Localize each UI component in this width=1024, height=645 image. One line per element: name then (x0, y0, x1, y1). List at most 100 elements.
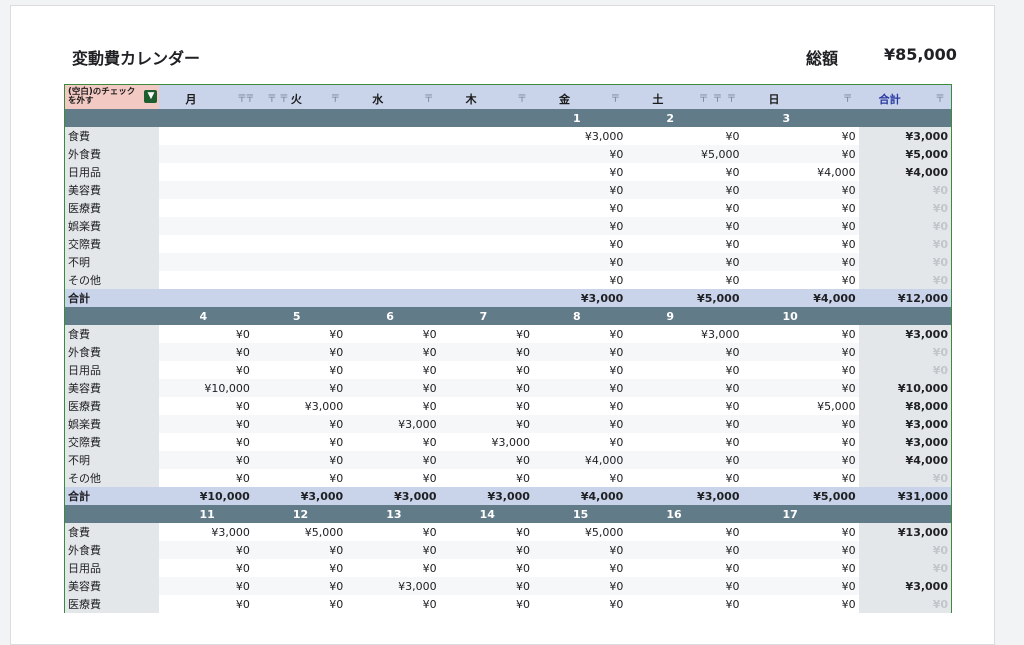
amount-cell[interactable] (439, 163, 533, 181)
amount-cell[interactable] (159, 181, 253, 199)
category-total-cell[interactable]: ¥3,000 (858, 577, 951, 595)
week-total-cell[interactable]: ¥3,000 (346, 487, 440, 505)
amount-cell[interactable]: ¥3,000 (252, 397, 347, 415)
category-total-cell[interactable]: ¥0 (858, 343, 951, 361)
amount-cell[interactable]: ¥0 (626, 469, 743, 487)
amount-cell[interactable]: ¥0 (346, 361, 440, 379)
amount-cell[interactable] (346, 145, 440, 163)
amount-cell[interactable]: ¥5,000 (742, 397, 859, 415)
amount-cell[interactable] (439, 271, 533, 289)
header-day-5[interactable]: 土〒〒〒 (626, 85, 743, 109)
amount-cell[interactable] (439, 235, 533, 253)
amount-cell[interactable] (346, 127, 440, 145)
week-total-cell[interactable]: ¥10,000 (159, 487, 253, 505)
amount-cell[interactable]: ¥0 (626, 577, 743, 595)
amount-cell[interactable]: ¥0 (439, 595, 533, 613)
amount-cell[interactable]: ¥0 (252, 343, 347, 361)
amount-cell[interactable]: ¥0 (626, 433, 743, 451)
amount-cell[interactable]: ¥0 (532, 559, 627, 577)
amount-cell[interactable]: ¥0 (252, 433, 347, 451)
category-total-cell[interactable]: ¥0 (858, 361, 951, 379)
amount-cell[interactable] (252, 271, 347, 289)
category-total-cell[interactable]: ¥0 (858, 469, 951, 487)
category-total-cell[interactable]: ¥3,000 (858, 127, 951, 145)
amount-cell[interactable] (439, 217, 533, 235)
amount-cell[interactable]: ¥0 (626, 163, 743, 181)
amount-cell[interactable] (159, 145, 253, 163)
header-day-6[interactable]: 日〒 (742, 85, 859, 109)
amount-cell[interactable] (439, 199, 533, 217)
column-filter-icon[interactable]: 〒 (278, 94, 289, 105)
date-number[interactable]: 17 (742, 505, 859, 523)
amount-cell[interactable]: ¥0 (626, 127, 743, 145)
amount-cell[interactable]: ¥0 (252, 595, 347, 613)
header-day-3[interactable]: 木〒 (439, 85, 533, 109)
amount-cell[interactable]: ¥0 (532, 595, 627, 613)
date-number[interactable]: 9 (626, 307, 743, 325)
column-filter-icon[interactable]: 〒 (236, 94, 247, 105)
date-number[interactable]: 1 (532, 109, 627, 127)
amount-cell[interactable]: ¥0 (532, 577, 627, 595)
column-filter-icon[interactable]: 〒 (698, 94, 709, 105)
amount-cell[interactable]: ¥0 (159, 361, 253, 379)
amount-cell[interactable]: ¥0 (532, 541, 627, 559)
header-day-2[interactable]: 水〒 (346, 85, 440, 109)
amount-cell[interactable]: ¥0 (742, 523, 859, 541)
amount-cell[interactable]: ¥3,000 (439, 433, 533, 451)
amount-cell[interactable]: ¥0 (532, 271, 627, 289)
amount-cell[interactable]: ¥0 (532, 343, 627, 361)
amount-cell[interactable]: ¥0 (346, 379, 440, 397)
amount-cell[interactable] (346, 163, 440, 181)
amount-cell[interactable]: ¥0 (532, 469, 627, 487)
amount-cell[interactable]: ¥0 (159, 577, 253, 595)
amount-cell[interactable]: ¥0 (742, 199, 859, 217)
week-total-cell[interactable] (346, 289, 440, 307)
amount-cell[interactable]: ¥0 (346, 397, 440, 415)
amount-cell[interactable]: ¥0 (252, 361, 347, 379)
amount-cell[interactable]: ¥0 (742, 469, 859, 487)
date-number[interactable] (252, 109, 347, 127)
amount-cell[interactable]: ¥0 (626, 559, 743, 577)
amount-cell[interactable]: ¥3,000 (346, 415, 440, 433)
amount-cell[interactable]: ¥0 (742, 541, 859, 559)
column-filter-icon[interactable]: 〒 (244, 94, 253, 105)
amount-cell[interactable]: ¥3,000 (159, 523, 253, 541)
amount-cell[interactable]: ¥0 (439, 469, 533, 487)
amount-cell[interactable]: ¥0 (626, 523, 743, 541)
week-total-cell[interactable]: ¥3,000 (626, 487, 743, 505)
header-day-1[interactable]: 火〒〒〒 (252, 85, 347, 109)
amount-cell[interactable]: ¥0 (439, 541, 533, 559)
amount-cell[interactable]: ¥0 (742, 559, 859, 577)
category-total-cell[interactable]: ¥3,000 (858, 415, 951, 433)
amount-cell[interactable]: ¥0 (346, 343, 440, 361)
amount-cell[interactable]: ¥0 (439, 415, 533, 433)
amount-cell[interactable]: ¥5,000 (532, 523, 627, 541)
category-total-cell[interactable]: ¥0 (858, 217, 951, 235)
amount-cell[interactable]: ¥0 (439, 559, 533, 577)
amount-cell[interactable]: ¥0 (159, 541, 253, 559)
amount-cell[interactable]: ¥0 (742, 595, 859, 613)
amount-cell[interactable]: ¥0 (159, 325, 253, 343)
amount-cell[interactable] (439, 145, 533, 163)
amount-cell[interactable]: ¥0 (346, 595, 440, 613)
week-total-cell[interactable]: ¥5,000 (626, 289, 743, 307)
amount-cell[interactable]: ¥0 (439, 523, 533, 541)
date-number[interactable] (346, 109, 440, 127)
amount-cell[interactable]: ¥0 (439, 343, 533, 361)
amount-cell[interactable]: ¥0 (252, 559, 347, 577)
week-total-cell[interactable] (252, 289, 347, 307)
date-number[interactable]: 8 (532, 307, 627, 325)
amount-cell[interactable]: ¥0 (742, 217, 859, 235)
amount-cell[interactable]: ¥0 (346, 433, 440, 451)
amount-cell[interactable]: ¥0 (439, 577, 533, 595)
header-day-0[interactable]: 月 〒〒 (159, 85, 253, 109)
amount-cell[interactable]: ¥0 (626, 253, 743, 271)
amount-cell[interactable] (159, 271, 253, 289)
week-total-cell[interactable] (159, 289, 253, 307)
amount-cell[interactable] (252, 199, 347, 217)
category-total-cell[interactable]: ¥5,000 (858, 145, 951, 163)
amount-cell[interactable]: ¥0 (346, 451, 440, 469)
amount-cell[interactable]: ¥0 (532, 433, 627, 451)
amount-cell[interactable]: ¥0 (626, 271, 743, 289)
category-total-cell[interactable]: ¥0 (858, 271, 951, 289)
